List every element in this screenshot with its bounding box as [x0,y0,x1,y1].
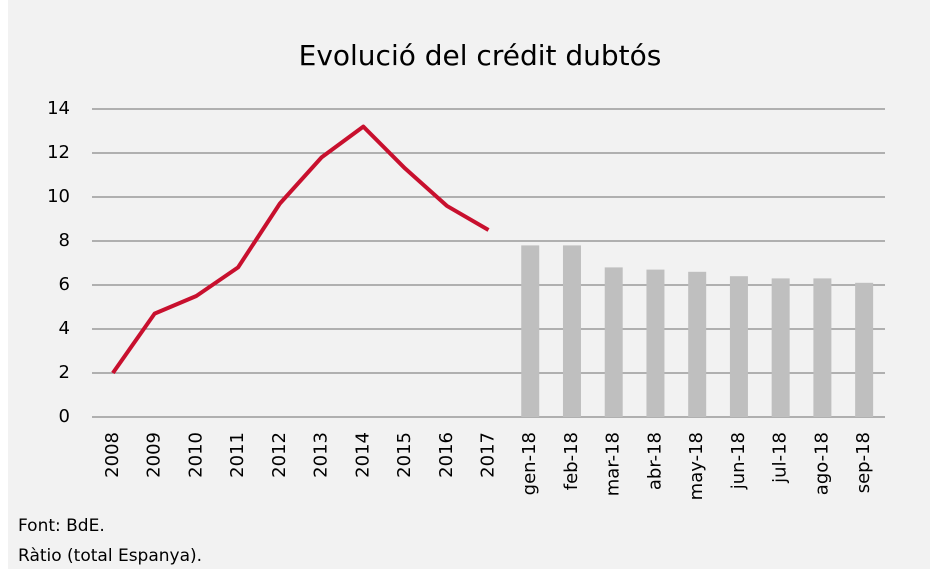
x-tick-label: 2014 [352,432,373,478]
bar [562,245,581,417]
x-tick-label: mar-18 [603,432,624,496]
x-tick-label: 2011 [227,432,248,478]
x-tick-label: 2016 [436,432,457,478]
x-tick-label: 2010 [185,432,206,478]
y-tick-label: 6 [59,274,70,295]
y-tick-label: 10 [47,186,70,207]
x-tick-label: abr-18 [644,432,665,490]
x-tick-label: may-18 [686,432,707,500]
y-tick-label: 2 [59,362,70,383]
bar [771,278,790,417]
y-tick-label: 4 [59,318,70,339]
chart-title: Evolució del crédit dubtós [299,39,662,72]
x-tick-label: 2009 [144,432,165,478]
x-tick-label: 2017 [478,432,499,478]
bar [688,271,707,417]
y-tick-label: 14 [47,98,70,119]
bar [729,276,748,417]
y-tick-label: 12 [47,142,70,163]
y-tick-label: 8 [59,230,70,251]
line [111,124,490,375]
note: Ràtio (total Espanya). [18,546,202,566]
bar [604,267,623,417]
source-note: Font: BdE. [18,516,105,536]
x-tick-label: jun-18 [728,432,749,490]
x-tick-label: 2008 [102,432,123,478]
y-tick-label: 0 [59,406,70,427]
x-tick-label: 2012 [269,432,290,478]
x-tick-label: 2015 [394,432,415,478]
x-tick-label: gen-18 [519,432,540,495]
x-tick-label: 2013 [311,432,332,478]
bar [855,282,874,417]
x-tick-label: ago-18 [811,432,832,495]
bar [813,278,832,417]
bar [646,269,665,417]
x-tick-label: jul-18 [770,432,791,484]
x-tick-label: feb-18 [561,432,582,490]
x-tick-label: sep-18 [853,432,874,493]
bar [521,245,540,417]
